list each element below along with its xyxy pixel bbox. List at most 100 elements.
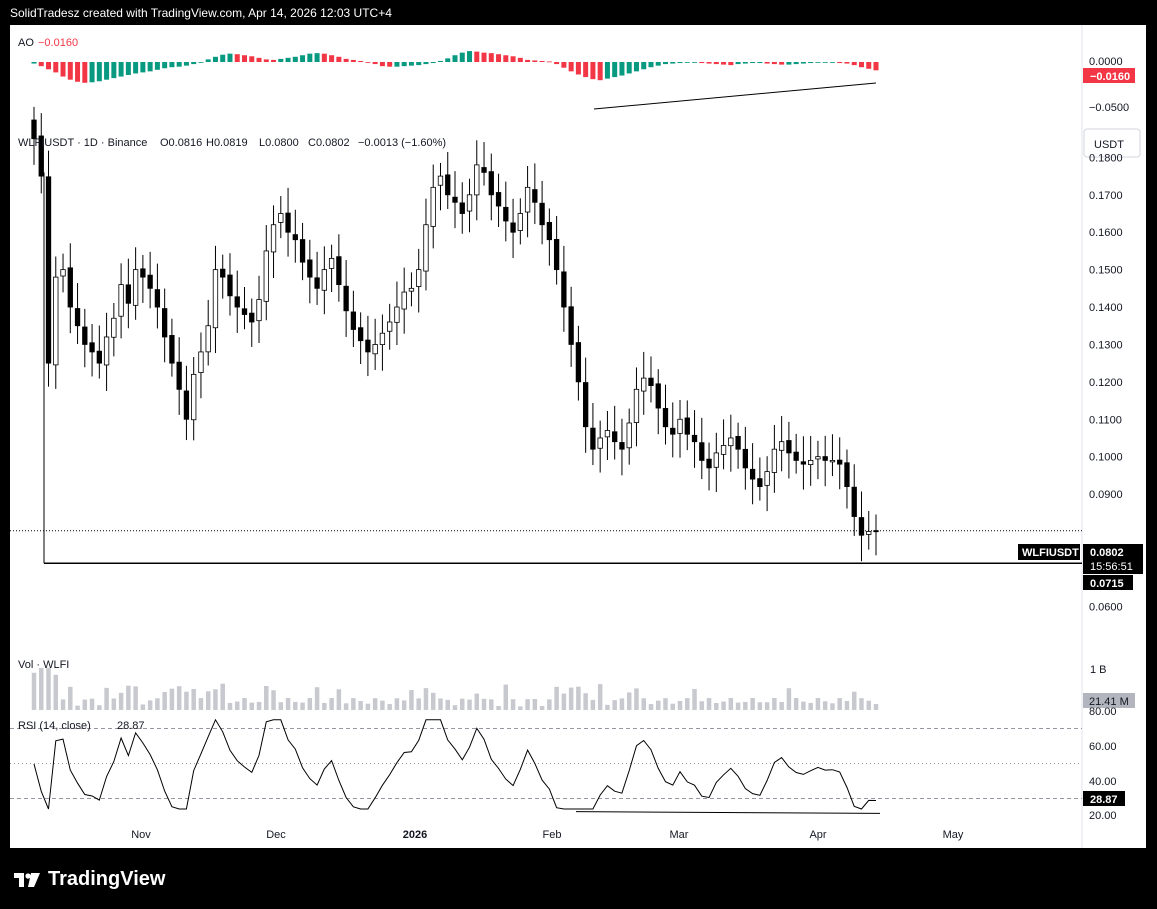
currency-button[interactable] xyxy=(1083,128,1141,158)
ao-bar xyxy=(387,62,393,67)
ao-bar xyxy=(699,62,705,64)
rsi-tick-20: 20.00 xyxy=(1089,810,1117,822)
ao-bar xyxy=(147,62,153,72)
volume-bar xyxy=(576,686,581,710)
volume-bar xyxy=(191,688,196,710)
volume-bar xyxy=(503,684,509,710)
candle-body xyxy=(510,222,516,233)
ao-bar xyxy=(474,51,480,62)
volume-bar xyxy=(53,674,59,710)
candle-body xyxy=(677,418,683,434)
ao-bar xyxy=(808,62,814,64)
candle-body xyxy=(278,213,284,223)
volume-tick-0: 1 B xyxy=(1090,664,1107,676)
ao-bar xyxy=(873,62,879,71)
candle-body xyxy=(561,271,567,308)
ao-bar xyxy=(183,62,189,66)
ao-tick-0: 0.0000 xyxy=(1089,56,1123,68)
volume-value-tag-text: 21.41 M xyxy=(1089,696,1129,708)
candle-body xyxy=(822,456,828,461)
ao-bar xyxy=(554,62,560,65)
price-tick-label: 0.1600 xyxy=(1089,227,1123,239)
ao-bar xyxy=(176,62,182,67)
ao-bar xyxy=(829,62,835,63)
time-tick-label: May xyxy=(943,829,964,841)
ao-bar xyxy=(481,52,487,62)
candle-body xyxy=(655,383,661,409)
volume-bar xyxy=(822,701,828,710)
ao-bar xyxy=(626,62,632,74)
ao-bar xyxy=(336,56,342,62)
candle-body xyxy=(495,192,502,207)
volume-bar xyxy=(801,701,806,710)
ao-bar xyxy=(503,55,509,62)
candle-body xyxy=(350,311,357,330)
volume-bar xyxy=(489,699,494,710)
volume-bar xyxy=(184,691,189,710)
ao-bar xyxy=(234,54,240,62)
ao-bar xyxy=(822,62,828,63)
volume-bar xyxy=(372,698,378,710)
ao-bar xyxy=(220,54,226,62)
candle-body xyxy=(764,471,770,486)
volume-bar xyxy=(764,702,770,710)
candle-body xyxy=(742,448,748,469)
volume-bar xyxy=(866,700,871,710)
volume-bar xyxy=(634,688,639,710)
candle-body xyxy=(532,189,538,203)
candle-body xyxy=(691,434,698,443)
ao-bar xyxy=(539,60,545,62)
volume-bar xyxy=(772,698,777,710)
volume-bar xyxy=(336,689,342,710)
candle-body xyxy=(626,422,632,449)
rsi-title: RSI (14, close) xyxy=(18,720,91,732)
price-tick-label: 0.1300 xyxy=(1089,339,1123,351)
time-tick-label: Apr xyxy=(809,829,826,841)
volume-bar xyxy=(118,692,124,710)
volume-pane xyxy=(31,667,879,710)
volume-bar xyxy=(859,698,864,710)
candle-body xyxy=(154,289,161,308)
candle-body xyxy=(140,268,146,278)
ao-bar xyxy=(837,62,843,64)
volume-bar xyxy=(82,699,88,710)
volume-bar xyxy=(60,699,66,710)
ao-bar xyxy=(53,62,59,73)
volume-bar xyxy=(111,698,117,710)
candle-body xyxy=(416,269,422,287)
volume-bar xyxy=(409,690,414,710)
candle-body xyxy=(633,388,640,423)
symbol-tag-text: WLFIUSDT xyxy=(1022,547,1079,559)
candle-body xyxy=(372,344,378,355)
ohlc-change: −0.0013 (−1.60%) xyxy=(358,137,446,149)
candle-body xyxy=(387,321,393,332)
candle-body xyxy=(256,299,262,322)
candle-body xyxy=(38,135,44,177)
candle-body xyxy=(604,430,611,438)
ao-bar xyxy=(633,62,639,72)
volume-bar xyxy=(89,698,95,710)
ao-bar xyxy=(764,62,770,64)
volume-bar xyxy=(641,698,646,710)
volume-bar xyxy=(300,702,305,710)
ao-bar xyxy=(575,62,581,75)
ao-bar xyxy=(532,60,538,62)
volume-bar xyxy=(619,698,625,710)
time-tick-label: Mar xyxy=(670,829,689,841)
ao-value-tag xyxy=(1083,68,1135,83)
candle-body xyxy=(241,308,248,315)
chart-svg[interactable]: AO −0.0160 0.0000 −0.0160 −0.0500 WLFIUS… xyxy=(10,25,1146,848)
ao-bar xyxy=(858,62,864,68)
volume-bar xyxy=(844,700,850,710)
candle-body xyxy=(53,276,59,366)
candle-body xyxy=(720,445,727,455)
price-tick-label: 0.1200 xyxy=(1089,377,1123,389)
ao-bar xyxy=(154,62,160,70)
candle-body xyxy=(829,460,836,463)
ao-bar xyxy=(728,62,734,66)
candle-body xyxy=(619,442,625,450)
candle-body xyxy=(459,202,465,214)
candle-body xyxy=(408,287,415,292)
volume-bar xyxy=(242,698,247,710)
ao-bar xyxy=(372,62,378,65)
